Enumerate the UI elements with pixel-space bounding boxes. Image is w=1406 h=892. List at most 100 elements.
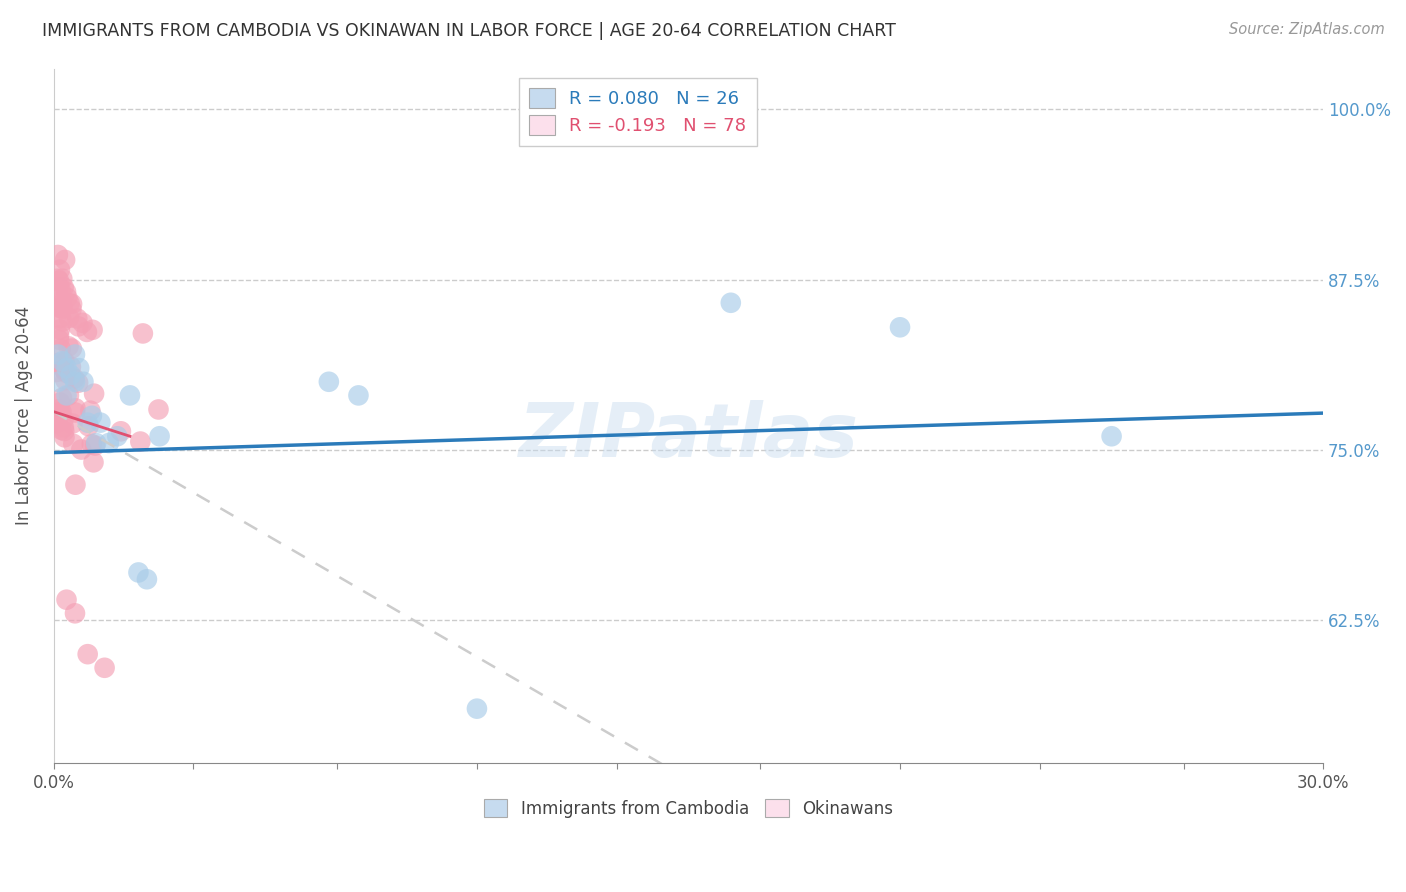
Point: [45, 406, 67, 420]
Point: [67, 376, 90, 390]
Point: [59, 296, 82, 310]
Point: [51, 405, 73, 419]
Point: [46, 375, 69, 389]
Point: [97, 436, 120, 450]
Point: [65, 401, 87, 416]
Point: [465, 701, 488, 715]
Text: Source: ZipAtlas.com: Source: ZipAtlas.com: [1229, 22, 1385, 37]
Point: [889, 320, 911, 334]
Point: [58, 388, 80, 402]
Point: [80, 409, 103, 423]
Point: [52, 280, 75, 294]
Point: [55, 361, 77, 376]
Point: [62, 417, 84, 431]
Point: [46, 280, 69, 294]
Point: [53, 373, 76, 387]
Point: [89, 416, 111, 430]
Point: [46, 271, 69, 285]
Point: [72, 375, 94, 389]
Point: [55, 592, 77, 607]
Point: [53, 424, 76, 438]
Point: [52, 412, 75, 426]
Point: [82, 323, 104, 337]
Point: [70, 442, 93, 457]
Point: [48, 301, 70, 315]
Point: [118, 388, 141, 402]
Point: [51, 391, 73, 405]
Point: [105, 429, 128, 443]
Point: [63, 405, 86, 419]
Point: [51, 294, 73, 309]
Point: [53, 430, 76, 444]
Y-axis label: In Labor Force | Age 20-64: In Labor Force | Age 20-64: [15, 306, 32, 525]
Point: [63, 607, 86, 621]
Point: [720, 295, 742, 310]
Point: [49, 284, 72, 298]
Point: [83, 455, 105, 469]
Point: [110, 425, 132, 439]
Point: [58, 310, 80, 325]
Point: [58, 339, 80, 353]
Point: [135, 572, 157, 586]
Point: [52, 420, 75, 434]
Point: [59, 359, 82, 374]
Point: [53, 363, 76, 377]
Point: [53, 355, 76, 369]
Point: [76, 416, 98, 430]
Point: [45, 365, 67, 379]
Point: [129, 434, 152, 449]
Point: [149, 429, 172, 443]
Point: [84, 436, 107, 450]
Point: [76, 325, 98, 339]
Point: [93, 661, 115, 675]
Point: [49, 322, 72, 336]
Point: [49, 395, 72, 409]
Point: [49, 262, 72, 277]
Point: [148, 402, 170, 417]
Point: [51, 301, 73, 316]
Point: [132, 326, 155, 341]
Point: [48, 328, 70, 343]
Point: [60, 302, 83, 317]
Point: [51, 354, 73, 368]
Point: [83, 386, 105, 401]
Point: [46, 299, 69, 313]
Point: [45, 417, 67, 431]
Point: [60, 297, 83, 311]
Text: ZIPatlas: ZIPatlas: [519, 401, 859, 473]
Point: [46, 347, 69, 361]
Point: [127, 566, 149, 580]
Point: [46, 356, 69, 370]
Point: [46, 414, 69, 428]
Point: [76, 647, 98, 661]
Point: [55, 388, 77, 402]
Point: [84, 438, 107, 452]
Point: [46, 248, 69, 262]
Point: [55, 285, 77, 299]
Point: [49, 342, 72, 356]
Point: [79, 403, 101, 417]
Legend: Immigrants from Cambodia, Okinawans: Immigrants from Cambodia, Okinawans: [477, 792, 900, 824]
Point: [72, 316, 94, 330]
Point: [53, 252, 76, 267]
Point: [51, 271, 73, 285]
Point: [48, 274, 70, 288]
Point: [60, 342, 83, 356]
Point: [63, 372, 86, 386]
Point: [67, 319, 90, 334]
Point: [56, 291, 79, 305]
Point: [52, 361, 75, 376]
Point: [80, 437, 103, 451]
Point: [67, 361, 90, 376]
Point: [49, 310, 72, 325]
Point: [59, 368, 82, 382]
Point: [1101, 429, 1123, 443]
Point: [318, 375, 340, 389]
Point: [48, 333, 70, 347]
Point: [77, 419, 100, 434]
Point: [65, 477, 87, 491]
Point: [347, 388, 370, 402]
Point: [46, 407, 69, 421]
Point: [63, 375, 86, 389]
Point: [55, 366, 77, 380]
